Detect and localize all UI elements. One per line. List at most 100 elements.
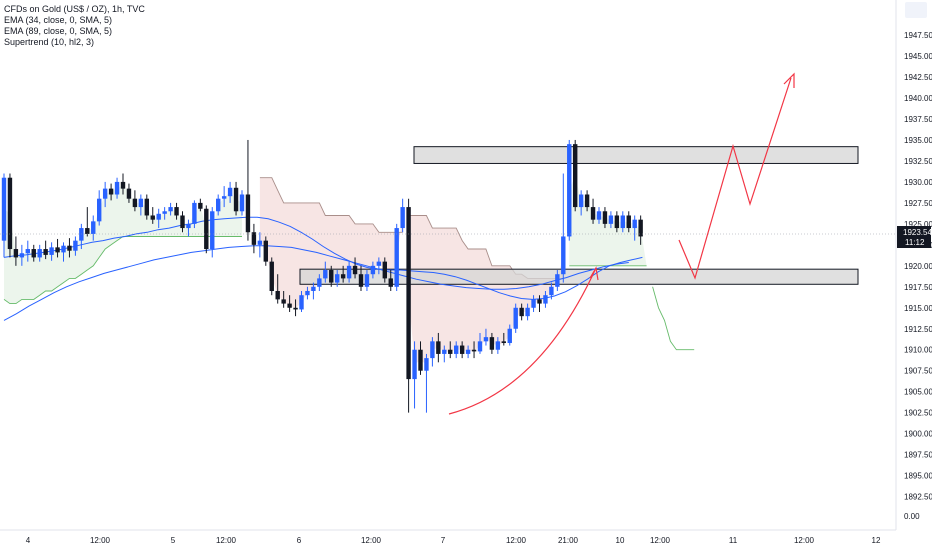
- price-tick-label: 1895.00: [904, 472, 932, 481]
- candle-body: [144, 198, 149, 216]
- candle-body: [626, 215, 631, 229]
- candle-body: [513, 307, 518, 329]
- time-tick-label: 12: [872, 536, 881, 545]
- candle-body: [31, 249, 36, 258]
- supertrend-fill-up: [4, 185, 242, 304]
- candle-body: [471, 349, 477, 352]
- time-tick-label: 12:00: [361, 536, 382, 545]
- candle-body: [317, 278, 322, 287]
- candle-body: [323, 270, 328, 279]
- candle-body: [293, 307, 298, 310]
- candle-body: [364, 274, 370, 287]
- price-tick-label: 1905.00: [904, 388, 932, 397]
- curved-arrowhead: [589, 266, 599, 281]
- candle-body: [567, 144, 572, 237]
- candle-body: [412, 349, 417, 380]
- candle-body: [120, 181, 126, 189]
- candle-body: [281, 299, 286, 304]
- price-tick-label: 1912.50: [904, 325, 932, 334]
- candle-body: [192, 202, 197, 224]
- candle-body: [602, 211, 608, 224]
- candle-body: [346, 265, 352, 279]
- candle-body: [132, 198, 138, 208]
- candle-body: [61, 245, 66, 253]
- price-tag-box: [897, 226, 931, 248]
- supertrend-fill-up: [569, 175, 647, 266]
- candle-body: [204, 208, 209, 250]
- candle-body: [251, 232, 257, 245]
- time-tick-label: 6: [297, 536, 302, 545]
- indicator-supertrend[interactable]: Supertrend (10, hl2, 3): [4, 37, 95, 47]
- candle-body: [311, 286, 316, 291]
- candle-body: [162, 211, 167, 214]
- candle-body: [275, 290, 280, 300]
- price-axis[interactable]: 1947.50 1945.00 1942.50 1940.00 1937.50 1935.…: [904, 31, 932, 521]
- candle-body: [614, 215, 620, 229]
- chart-title: CFDs on Gold (US$ / OZ), 1h, TVC: [4, 4, 145, 14]
- candle-body: [73, 240, 78, 251]
- time-tick-label: 12:00: [90, 536, 111, 545]
- time-tick-label: 5: [171, 536, 176, 545]
- price-tick-label: 1925.00: [904, 220, 932, 229]
- candle-body: [525, 307, 530, 317]
- zigzag-arrow: [678, 77, 792, 280]
- supertrend-fill-down: [408, 215, 564, 365]
- candle-body: [335, 274, 340, 283]
- candle-body: [257, 240, 263, 245]
- candle-body: [537, 299, 542, 304]
- candle-body: [55, 247, 60, 253]
- candle-body: [1, 177, 7, 241]
- price-tick-label: 1927.50: [904, 199, 932, 208]
- time-tick-label: 12:00: [794, 536, 815, 545]
- ema89-line: [3, 245, 629, 321]
- candle-body: [418, 349, 423, 371]
- price-tick-label: 1937.50: [904, 115, 932, 124]
- candle-body: [454, 345, 459, 354]
- candle-body: [85, 228, 90, 234]
- candle-body: [91, 221, 96, 234]
- candle-body: [608, 215, 614, 224]
- candle-body: [186, 223, 191, 229]
- time-tick-label: 7: [441, 536, 446, 545]
- candle-body: [448, 349, 453, 354]
- candle-body: [489, 337, 495, 350]
- candle-body: [519, 307, 524, 317]
- time-tick-label: 21:00: [558, 536, 579, 545]
- projection-arrows: [448, 72, 795, 415]
- ema-layer: [3, 216, 643, 321]
- candle-body: [19, 253, 25, 258]
- candle-body: [263, 240, 268, 262]
- time-axis[interactable]: 4 12:00 5 12:00 6 12:00 7 12:00 21:00 10 12:00 11 12…: [26, 536, 881, 545]
- candle-body: [269, 261, 274, 291]
- axis-settings-box[interactable]: [905, 2, 927, 18]
- price-tick-label: 1897.50: [904, 451, 932, 460]
- candle-body: [596, 211, 602, 220]
- zigzag-arrowhead: [783, 72, 795, 88]
- candle-body: [7, 177, 13, 250]
- candle-body: [233, 187, 239, 212]
- candle-body: [549, 286, 554, 296]
- indicator-ema89[interactable]: EMA (89, close, 0, SMA, 5): [4, 26, 113, 36]
- price-tick-label: 1920.00: [904, 262, 932, 271]
- candle-body: [578, 194, 584, 208]
- candle-body: [340, 274, 346, 279]
- chart-legend: CFDs on Gold (US$ / OZ), 1h, TVC EMA (34…: [4, 4, 145, 48]
- candle-body: [531, 299, 536, 308]
- candles-layer: [1, 139, 643, 413]
- candle-body: [174, 207, 179, 216]
- price-tick-label: 1900.00: [904, 430, 932, 439]
- candle-body: [358, 274, 364, 287]
- candle-body: [376, 261, 382, 266]
- candle-body: [400, 207, 405, 229]
- time-tick-label: 12:00: [506, 536, 527, 545]
- price-tick-label: 1910.00: [904, 346, 932, 355]
- price-tick-label: 1940.00: [904, 94, 932, 103]
- candle-body: [221, 196, 227, 199]
- candle-body: [507, 328, 512, 344]
- candle-body: [329, 270, 334, 283]
- candle-body: [210, 211, 215, 250]
- indicator-ema34[interactable]: EMA (34, close, 0, SMA, 5): [4, 15, 113, 25]
